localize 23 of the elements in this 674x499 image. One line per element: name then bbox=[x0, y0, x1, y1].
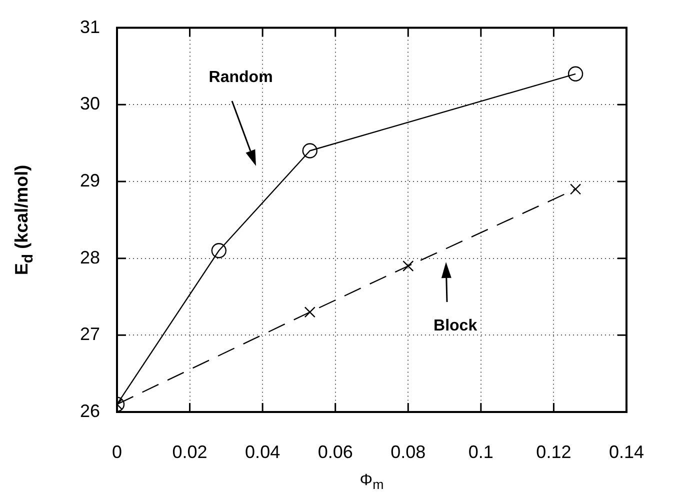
y-tick-label: 30 bbox=[80, 94, 100, 114]
x-tick-label: 0.12 bbox=[536, 442, 572, 462]
y-tick-label: 26 bbox=[80, 400, 100, 421]
x-tick-label: 0.06 bbox=[318, 442, 353, 462]
point bbox=[570, 184, 582, 195]
y-tick-label: 28 bbox=[80, 247, 100, 268]
x-tick-label: 0.04 bbox=[245, 442, 280, 462]
x-tick-label: 0.14 bbox=[608, 442, 644, 462]
y-tick-label: 27 bbox=[80, 324, 100, 344]
annotation: Random bbox=[208, 69, 273, 86]
annotation: Block bbox=[434, 317, 478, 334]
x-tick-label: 0 bbox=[112, 442, 122, 462]
point bbox=[302, 143, 318, 158]
point bbox=[211, 243, 226, 258]
point bbox=[568, 66, 584, 82]
x-tick-label: 0.02 bbox=[172, 442, 208, 462]
x-axis-title: Φ$_{m}$ bbox=[358, 472, 385, 492]
point bbox=[304, 306, 316, 318]
x-tick-label: 0.1 bbox=[468, 442, 494, 462]
x-tick-label: 0.08 bbox=[390, 442, 426, 462]
y-tick-label: 31 bbox=[80, 16, 100, 37]
point bbox=[402, 260, 414, 272]
y-tick-label: 29 bbox=[80, 170, 100, 190]
